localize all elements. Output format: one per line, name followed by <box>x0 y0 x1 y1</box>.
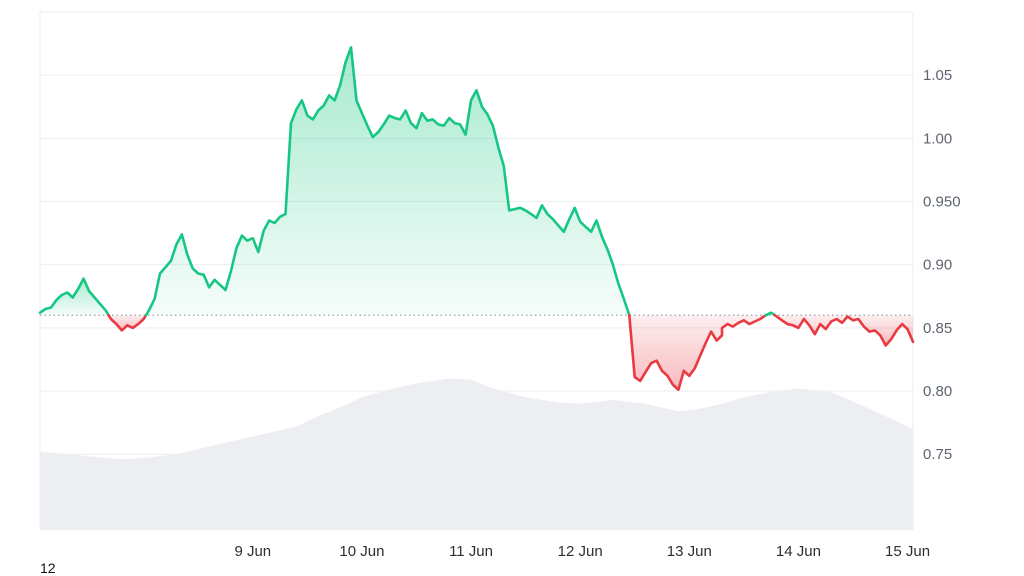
price-line-up <box>38 277 110 317</box>
price-area-up <box>146 47 630 316</box>
price-area-down <box>774 315 913 346</box>
price-line-up <box>144 46 631 317</box>
x-tick-label: 10 Jun <box>339 543 384 560</box>
y-tick-label: 1.00 <box>923 130 952 147</box>
price-line-down <box>773 313 915 347</box>
y-tick-label: 0.75 <box>923 446 952 463</box>
price-area-down <box>108 315 146 331</box>
x-tick-label: 12 Jun <box>558 543 603 560</box>
y-tick-label: 1.05 <box>923 67 952 84</box>
x-tick-label: 13 Jun <box>667 543 712 560</box>
x-tick-label: 14 Jun <box>776 543 821 560</box>
y-tick-label: 0.90 <box>923 257 952 274</box>
x-tick-label: 15 Jun <box>885 543 930 560</box>
price-line-down <box>628 313 767 392</box>
volume-area <box>40 378 913 530</box>
y-tick-label: 0.80 <box>923 383 952 400</box>
y-tick-label: 0.85 <box>923 320 952 337</box>
corner-label: 12 <box>40 560 56 576</box>
y-tick-label: 0.950 <box>923 194 961 211</box>
price-line-up <box>764 311 777 317</box>
x-tick-label: 9 Jun <box>234 543 271 560</box>
x-tick-label: 11 Jun <box>449 543 493 560</box>
price-line-down <box>107 313 148 332</box>
price-area-down <box>629 315 766 390</box>
